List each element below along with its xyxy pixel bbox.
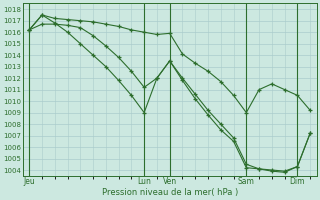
X-axis label: Pression niveau de la mer( hPa ): Pression niveau de la mer( hPa ) [101,188,238,197]
